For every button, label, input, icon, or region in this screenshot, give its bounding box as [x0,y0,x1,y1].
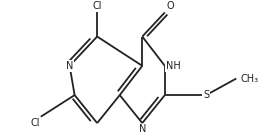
Text: Cl: Cl [30,118,39,128]
Text: NH: NH [166,61,181,71]
Text: N: N [139,124,146,134]
Text: CH₃: CH₃ [240,74,258,84]
Text: O: O [166,1,174,11]
Text: N: N [66,61,73,71]
Text: Cl: Cl [92,1,102,11]
Text: S: S [203,90,209,100]
